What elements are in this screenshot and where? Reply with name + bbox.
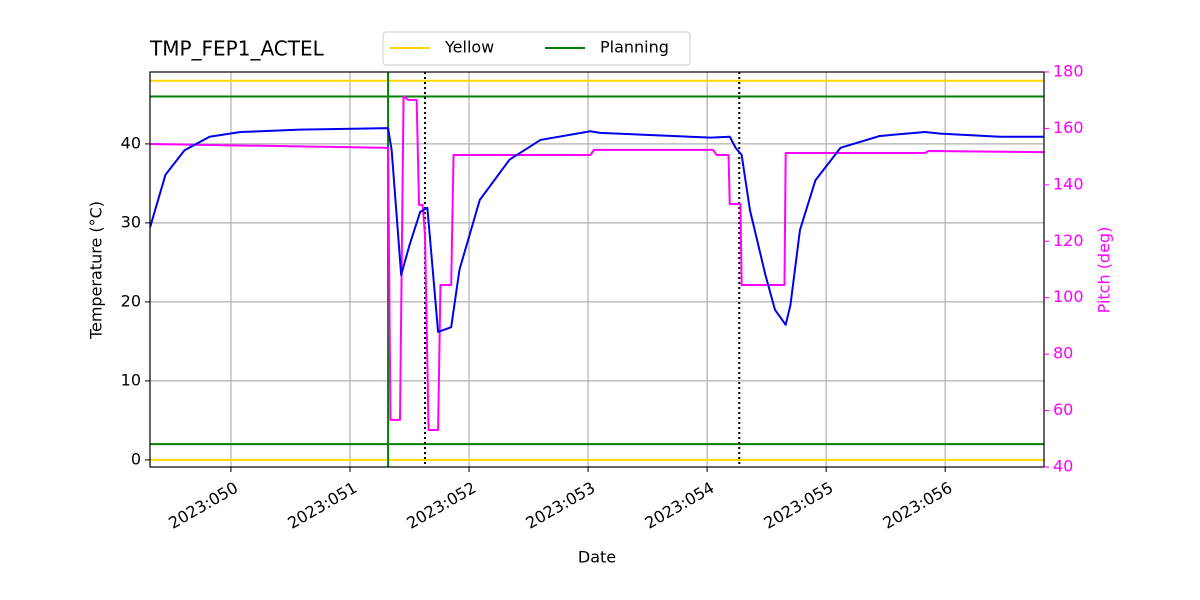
y-tick-label: 20 — [121, 291, 141, 310]
y2-tick-label: 160 — [1053, 118, 1084, 137]
legend: Yellow Planning — [390, 38, 669, 57]
y-tick-label: 0 — [131, 449, 141, 468]
plot-frame — [149, 71, 1045, 468]
legend-label: Yellow — [444, 38, 494, 57]
x-tick-label: 2023:056 — [880, 478, 956, 533]
series-line — [150, 94, 1044, 432]
x-tick-label: 2023:053 — [522, 478, 598, 533]
y2-tick-label: 80 — [1053, 344, 1073, 363]
x-tick-label: 2023:052 — [403, 478, 479, 533]
y2-tick-label: 40 — [1053, 457, 1073, 476]
y2-tick-label: 100 — [1053, 287, 1084, 306]
chart-title: TMP_FEP1_ACTEL — [149, 37, 325, 61]
x-tick-label: 2023:050 — [165, 478, 241, 533]
y2-tick-label: 120 — [1053, 231, 1084, 250]
legend-label: Planning — [600, 38, 669, 57]
grid — [150, 72, 1044, 467]
legend-box — [382, 31, 691, 66]
y-tick-label: 30 — [121, 212, 141, 231]
x-tick-label: 2023:054 — [641, 478, 717, 533]
y-axis-label: Temperature (°C) — [87, 201, 106, 340]
series-line — [150, 127, 1044, 333]
x-tick-label: 2023:051 — [284, 478, 360, 533]
y2-axis-label: Pitch (deg) — [1095, 227, 1114, 314]
plot-area — [150, 72, 1044, 467]
x-tick-label: 2023:055 — [761, 478, 837, 533]
y-tick-label: 10 — [121, 370, 141, 389]
y2-tick-label: 180 — [1053, 62, 1084, 81]
y2-tick-label: 140 — [1053, 174, 1084, 193]
y2-tick-label: 60 — [1053, 400, 1073, 419]
y-tick-label: 40 — [121, 133, 141, 152]
x-axis-label: Date — [578, 548, 616, 567]
